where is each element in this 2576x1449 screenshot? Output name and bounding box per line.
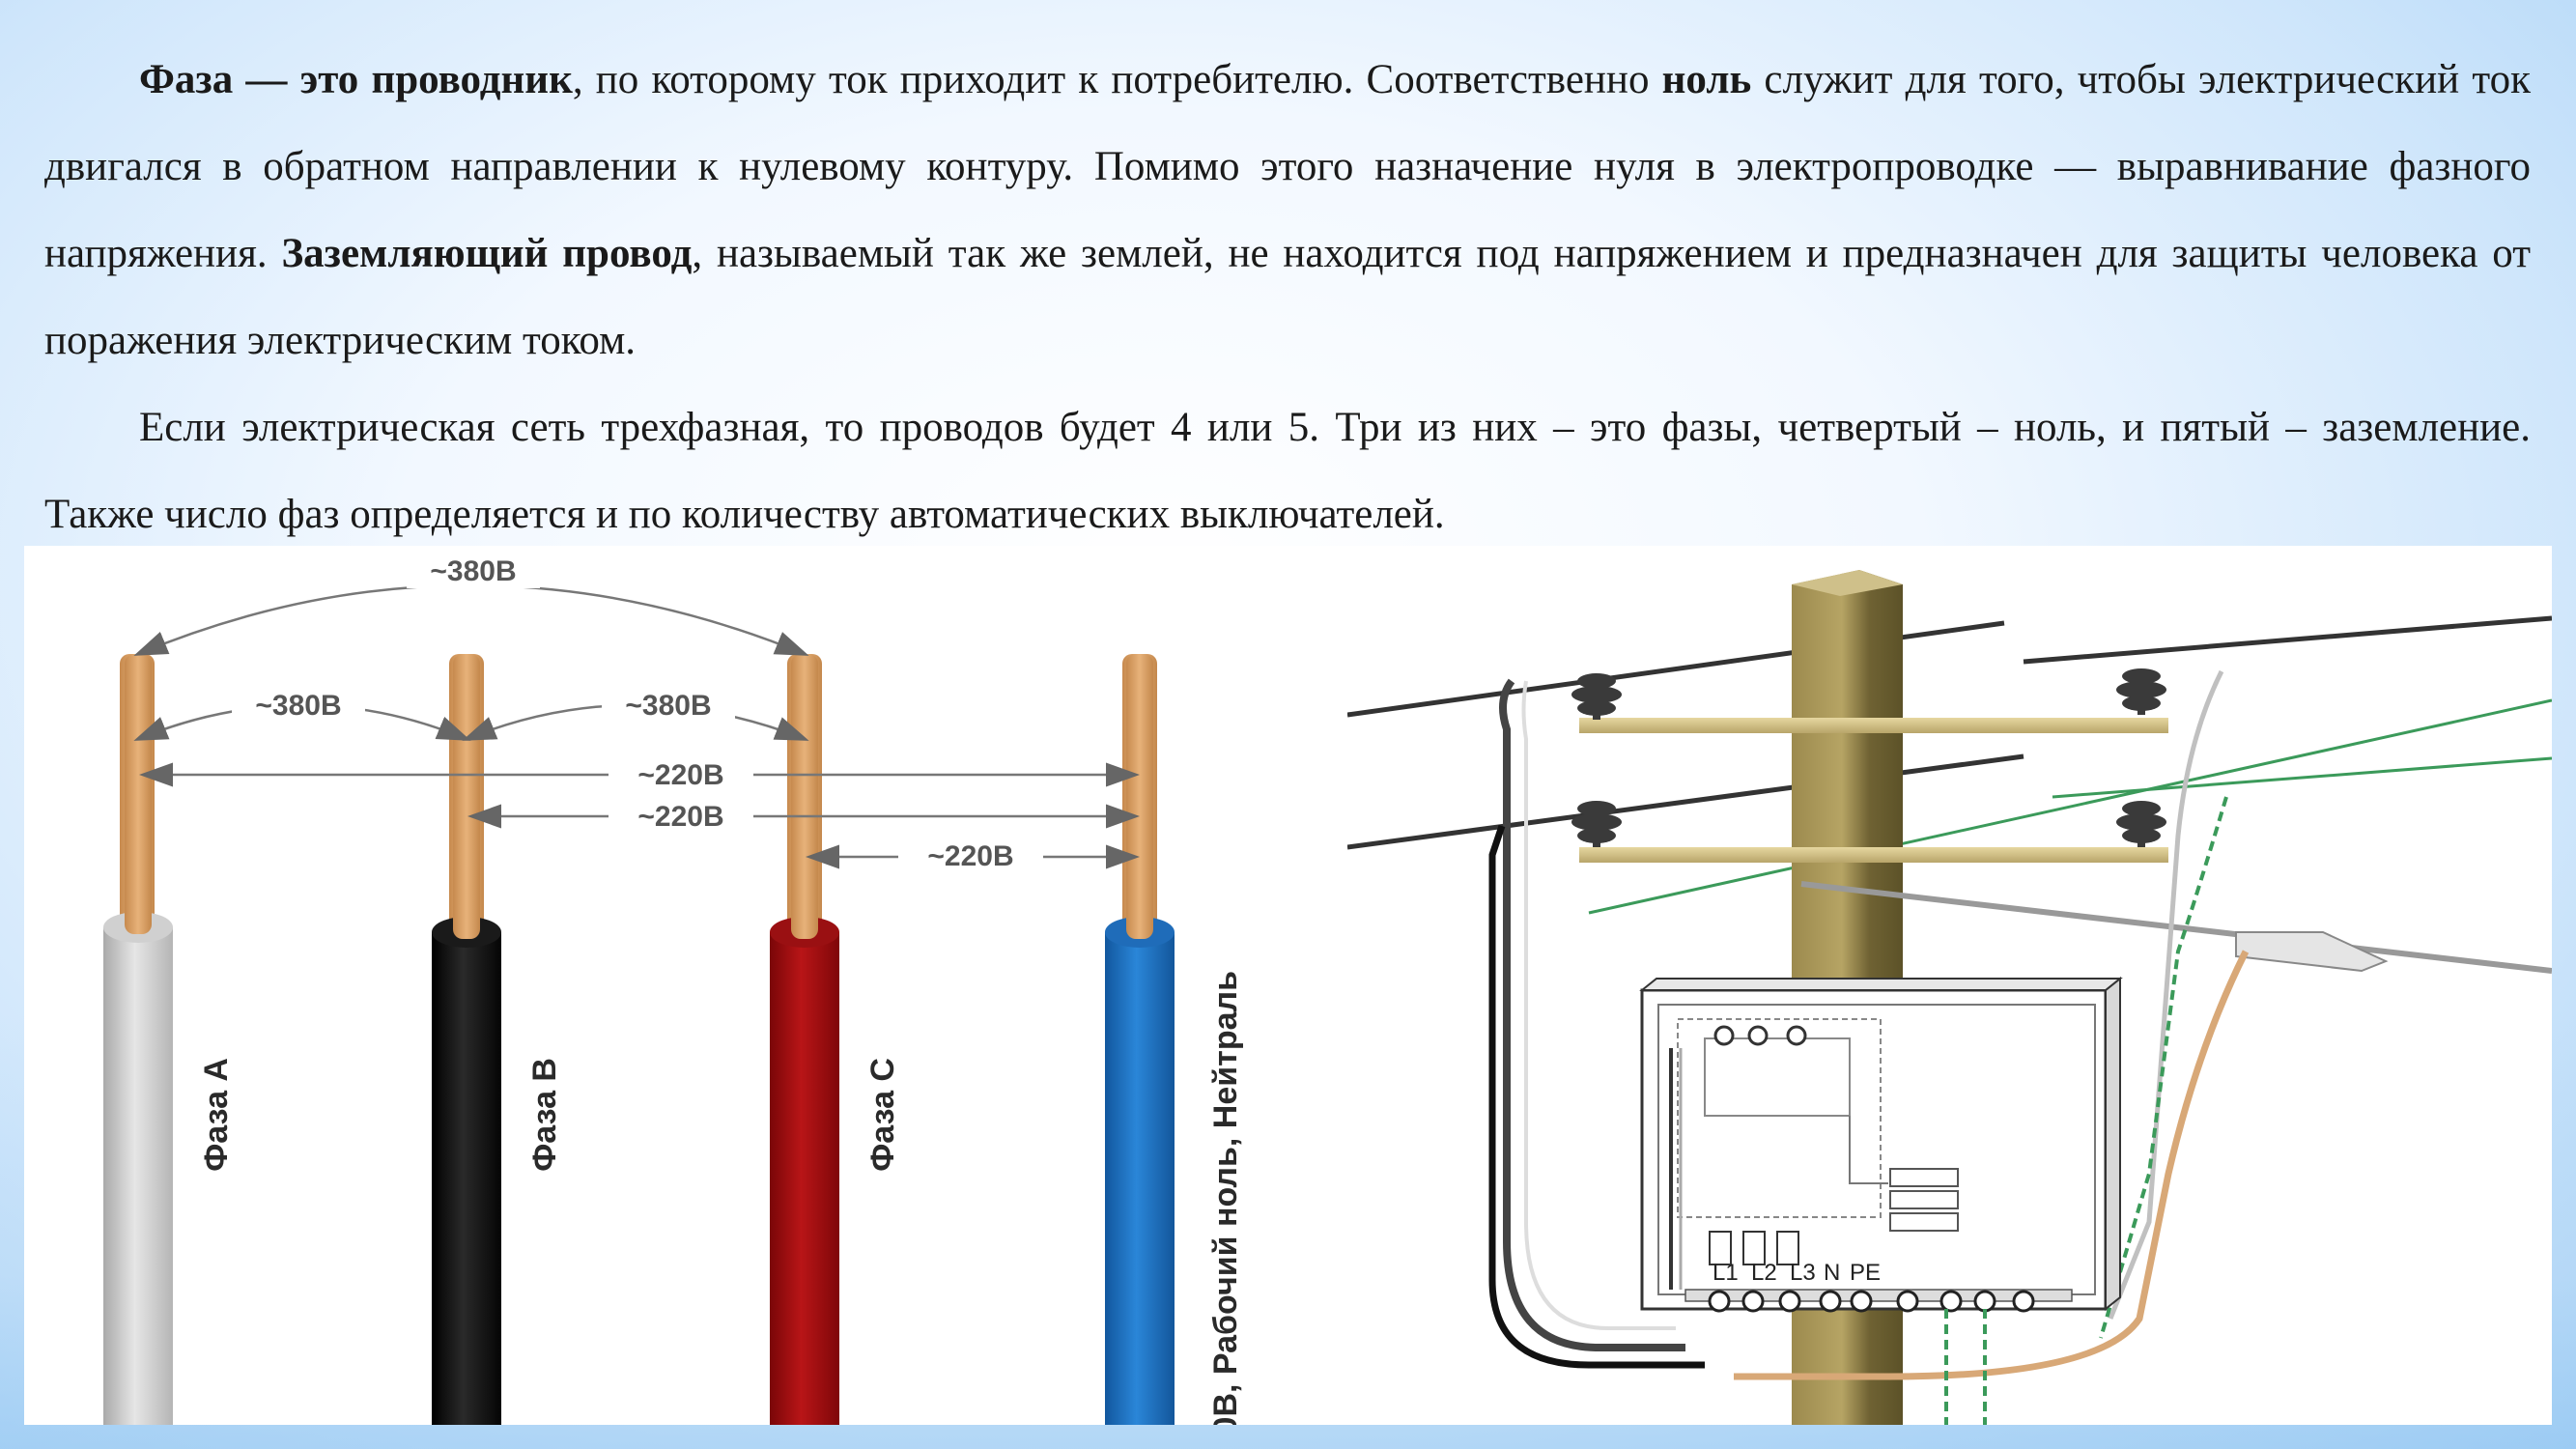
paragraph-1: Фаза — это проводник, по которому ток пр… (44, 37, 2531, 384)
paragraph-2: Если электрическая сеть трехфазная, то п… (44, 405, 2531, 537)
terminal-l1: L1 (1713, 1260, 1739, 1286)
term-phase: Фаза — это проводник (139, 57, 573, 102)
paragraph-1-text-b: служит для того, чтобы электрический ток… (44, 57, 2531, 276)
pole-svg: L1 L2 L3 N PE (1346, 570, 2553, 1425)
drop-cable-black (1488, 824, 1705, 1369)
supply-cable-tan (1734, 950, 2250, 1380)
guy-wire-green (1588, 698, 2553, 915)
wire-phase-c (770, 654, 839, 1425)
label-phase-c: Фаза С (864, 1058, 901, 1172)
voltage-label-bc: ~380В (625, 690, 711, 722)
term-ground-wire: Заземляющий провод (281, 231, 693, 276)
distribution-box: L1 L2 L3 N PE (1639, 976, 2123, 1313)
ground-wire-green (2099, 796, 2228, 1339)
anchor-clamp (2235, 931, 2389, 973)
wire-voltage-diagram: ~380В ~380В ~380В ~220В ~220В ~220В Фаза… (24, 546, 1347, 1435)
label-neutral: 0В, Рабочий ноль, Нейтраль (1207, 971, 1244, 1425)
voltage-label-bn: ~220В (637, 801, 723, 833)
term-neutral: ноль (1661, 57, 1752, 102)
voltage-label-an: ~220В (637, 759, 723, 791)
terminal-l3: L3 (1790, 1260, 1816, 1286)
terminal-pe: PE (1850, 1260, 1881, 1286)
text-block: Фаза — это проводник, по которому ток пр… (44, 37, 2531, 558)
terminal-l2: L2 (1751, 1260, 1777, 1286)
voltage-label-top: ~380В (430, 555, 516, 587)
paragraph-1-text-a: , по которому ток приходит к потребителю… (572, 57, 1662, 102)
drop-cable-right-grey (2108, 669, 2224, 1320)
wire-phase-b (432, 654, 501, 1425)
crossarm-bottom (1579, 847, 2168, 863)
overhead-line-3 (1346, 753, 2024, 850)
crossarm-top (1579, 718, 2168, 733)
wire-neutral (1105, 654, 1175, 1425)
pole-diagram: L1 L2 L3 N PE (1346, 546, 2553, 1425)
insulators (1571, 668, 2166, 847)
voltage-label-cn: ~220В (927, 840, 1013, 872)
label-phase-a: Фаза А (198, 1058, 235, 1172)
paragraph-1-text-c: , называемый так же землей, не находится… (44, 231, 2532, 363)
wire-voltage-svg: ~380В ~380В ~380В ~220В ~220В ~220В Фаза… (103, 554, 1244, 1435)
overhead-line-green (2052, 756, 2553, 799)
wire-phase-a (103, 654, 173, 1425)
label-phase-b: Фаза В (526, 1058, 563, 1172)
overhead-line-1 (1346, 620, 2005, 718)
terminal-n: N (1824, 1260, 1840, 1286)
arc-a-c (133, 583, 809, 656)
voltage-label-ab: ~380В (255, 690, 341, 722)
service-drop (1800, 881, 2553, 974)
drop-cable-left (1499, 678, 1685, 1351)
overhead-line-2 (2023, 615, 2553, 665)
